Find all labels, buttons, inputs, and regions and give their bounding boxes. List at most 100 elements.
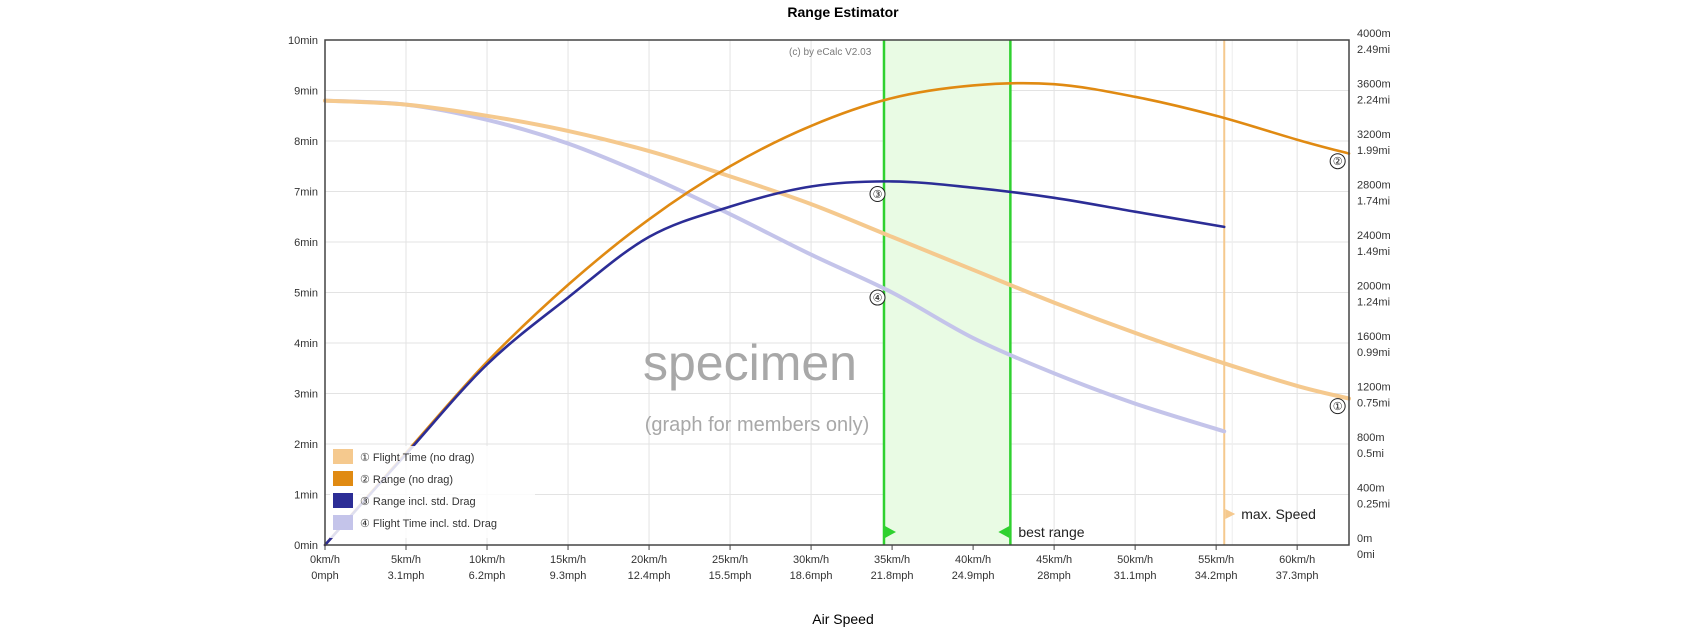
right-tick-label-mi: 1.49mi — [1357, 246, 1390, 258]
x-tick-label-kmh: 35km/h — [874, 554, 910, 566]
x-tick-label-kmh: 10km/h — [469, 554, 505, 566]
right-tick-label-m: 400m — [1357, 483, 1385, 495]
x-tick-label-mph: 6.2mph — [469, 570, 506, 582]
left-tick-label: 7min — [294, 187, 318, 199]
right-tick-label-m: 0m — [1357, 533, 1372, 545]
right-tick-label-mi: 0.5mi — [1357, 448, 1384, 460]
left-tick-label: 0min — [294, 540, 318, 552]
x-tick-label-kmh: 15km/h — [550, 554, 586, 566]
right-tick-label-m: 1200m — [1357, 382, 1391, 394]
x-tick-label-kmh: 0km/h — [310, 554, 340, 566]
left-tick-label: 2min — [294, 439, 318, 451]
max-speed-label: max. Speed — [1241, 506, 1316, 522]
x-tick-label-mph: 24.9mph — [952, 570, 995, 582]
best-range-label: best range — [1018, 524, 1084, 540]
best-range-left-arrow — [884, 526, 896, 538]
series-line-range-no-drag — [323, 81, 1351, 547]
right-tick-label-m: 3600m — [1357, 79, 1391, 91]
x-tick-label-mph: 15.5mph — [709, 570, 752, 582]
legend-swatch — [333, 515, 353, 530]
series-marker-circle — [1329, 153, 1346, 170]
series-marker-label: ④ — [873, 293, 883, 305]
x-tick-label-mph: 37.3mph — [1276, 570, 1319, 582]
right-tick-label-m: 2800m — [1357, 180, 1391, 192]
right-tick-label-m: 2400m — [1357, 230, 1391, 242]
watermark-subtitle: (graph for members only) — [645, 414, 870, 436]
x-tick-label-kmh: 60km/h — [1279, 554, 1315, 566]
x-tick-label-mph: 9.3mph — [550, 570, 587, 582]
series-line-range-incl-drag — [323, 180, 1226, 547]
series-marker-circle — [1329, 398, 1346, 415]
series-marker-circle — [869, 289, 886, 306]
legend-swatch — [333, 493, 353, 508]
left-tick-label: 9min — [294, 86, 318, 98]
legend-entry: ② Range (no drag) — [360, 474, 453, 486]
x-axis: 0km/h 0mph 5km/h 3.1mph 10km/h 6.2mph 15km/h 9.… — [310, 545, 1319, 582]
watermark-specimen: specimen — [643, 335, 857, 391]
right-tick-label-mi: 1.74mi — [1357, 196, 1390, 208]
right-tick-label-m: 800m — [1357, 432, 1385, 444]
x-tick-label-mph: 0mph — [311, 570, 339, 582]
right-tick-label-m: 4000m — [1357, 28, 1391, 40]
copyright-note: (c) by eCalc V2.03 — [789, 47, 872, 58]
right-tick-label-mi: 1.24mi — [1357, 297, 1390, 309]
right-y-axis: 0m 0mi 400m 0.25mi 800m 0.5mi 1200m 0.75mi 1600m… — [1357, 28, 1391, 561]
series-marker-label: ② — [1333, 156, 1343, 168]
max-speed-arrow — [1225, 509, 1236, 519]
right-tick-label-mi: 1.99mi — [1357, 145, 1390, 157]
best-range-fill — [883, 40, 1011, 545]
right-tick-label-mi: 2.24mi — [1357, 95, 1390, 107]
x-tick-label-mph: 31.1mph — [1114, 570, 1157, 582]
legend: ① Flight Time (no drag) ② Range (no drag)… — [330, 446, 535, 538]
series-marker-label: ③ — [873, 189, 883, 201]
left-y-axis: 0min 1min 2min 3min 4min 5min 6min 7min 8min 9min… — [288, 35, 318, 552]
legend-swatch — [333, 449, 353, 464]
best-range-band — [882, 40, 1233, 545]
left-tick-label: 8min — [294, 136, 318, 148]
right-tick-label-mi: 0.99mi — [1357, 347, 1390, 359]
right-tick-label-mi: 2.49mi — [1357, 44, 1390, 56]
left-tick-label: 5min — [294, 288, 318, 300]
series-lines — [323, 81, 1351, 547]
x-tick-label-kmh: 20km/h — [631, 554, 667, 566]
left-tick-label: 6min — [294, 237, 318, 249]
x-tick-label-mph: 28mph — [1037, 570, 1071, 582]
right-tick-label-m: 2000m — [1357, 281, 1391, 293]
x-tick-label-kmh: 50km/h — [1117, 554, 1153, 566]
x-tick-label-kmh: 25km/h — [712, 554, 748, 566]
x-tick-label-mph: 3.1mph — [388, 570, 425, 582]
legend-entry: ④ Flight Time incl. std. Drag — [360, 518, 497, 530]
right-tick-label-mi: 0.25mi — [1357, 499, 1390, 511]
right-tick-label-m: 3200m — [1357, 129, 1391, 141]
x-tick-label-mph: 12.4mph — [628, 570, 671, 582]
series-marker-label: ① — [1333, 401, 1343, 413]
left-tick-label: 3min — [294, 389, 318, 401]
x-tick-label-mph: 21.8mph — [871, 570, 914, 582]
x-tick-label-kmh: 5km/h — [391, 554, 421, 566]
chart-title: Range Estimator — [787, 4, 899, 20]
series-line-flight-time-incl-drag — [323, 98, 1227, 434]
legend-entry: ③ Range incl. std. Drag — [360, 496, 476, 508]
left-tick-label: 1min — [294, 490, 318, 502]
legend-background — [330, 446, 535, 538]
legend-entry: ① Flight Time (no drag) — [360, 452, 474, 464]
legend-swatch — [333, 471, 353, 486]
x-axis-label: Air Speed — [812, 611, 873, 627]
left-tick-label: 4min — [294, 338, 318, 350]
x-tick-label-mph: 18.6mph — [790, 570, 833, 582]
right-tick-label-m: 1600m — [1357, 331, 1391, 343]
x-tick-label-mph: 34.2mph — [1195, 570, 1238, 582]
left-tick-label: 10min — [288, 35, 318, 47]
x-tick-label-kmh: 45km/h — [1036, 554, 1072, 566]
series-line-flight-time-no-drag — [323, 98, 1351, 401]
best-range-right-arrow — [998, 526, 1010, 538]
series-marker-circle — [869, 186, 886, 203]
x-tick-label-kmh: 30km/h — [793, 554, 829, 566]
x-tick-label-kmh: 40km/h — [955, 554, 991, 566]
x-tick-label-kmh: 55km/h — [1198, 554, 1234, 566]
series-markers: ① ② ③ ④ — [869, 153, 1346, 415]
annotations: best range max. Speed — [884, 506, 1316, 540]
plot-frame — [324, 39, 1350, 546]
right-tick-label-mi: 0.75mi — [1357, 398, 1390, 410]
